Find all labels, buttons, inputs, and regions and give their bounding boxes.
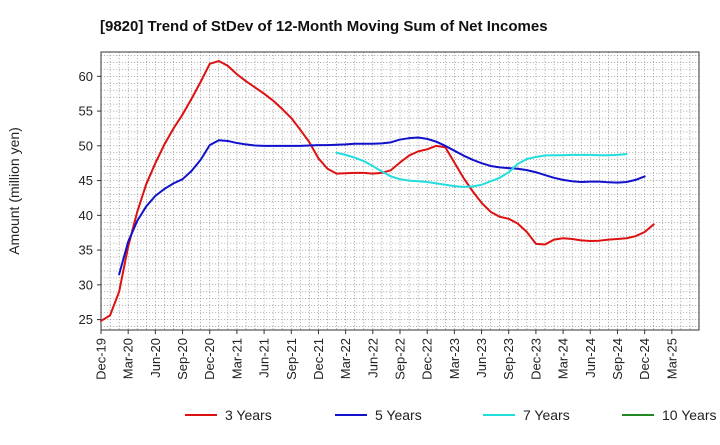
- series-layer: [100, 60, 655, 322]
- legend-label-1: 5 Years: [375, 407, 422, 423]
- axis-layer: 25 30 35 40 45 50 55 60 Dec-19 Mar-20 Jun-20 Sep-20…: [79, 51, 700, 380]
- x-tick-label: Mar-20: [121, 338, 136, 379]
- series-line-0: [100, 60, 655, 322]
- legend-label-3: 10 Years: [662, 407, 717, 423]
- y-tick-label: 45: [79, 173, 93, 188]
- x-tick-label: Dec-24: [637, 338, 652, 380]
- legend-label-2: 7 Years: [523, 407, 570, 423]
- x-tick-label: Mar-25: [664, 338, 679, 379]
- x-tick-label: Jun-23: [474, 338, 489, 378]
- y-tick-label: 25: [79, 312, 93, 327]
- x-tick-label: Mar-24: [556, 338, 571, 379]
- y-tick-label: 50: [79, 138, 93, 153]
- y-tick-label: 30: [79, 277, 93, 292]
- chart-title: [9820] Trend of StDev of 12-Month Moving…: [100, 18, 548, 35]
- x-tick-label: Sep-24: [610, 338, 625, 380]
- x-tick-label: Mar-22: [338, 338, 353, 379]
- y-tick-label: 35: [79, 243, 93, 258]
- series-line-1: [118, 136, 646, 276]
- x-tick-label: Sep-23: [501, 338, 516, 380]
- y-tick-label: 40: [79, 208, 93, 223]
- x-tick-label: Dec-19: [94, 338, 109, 380]
- x-tick-label: Mar-23: [447, 338, 462, 379]
- x-tick-label: Jun-20: [148, 338, 163, 378]
- y-tick-label: 60: [79, 69, 93, 84]
- x-tick-label: Jun-21: [257, 338, 272, 378]
- x-tick-label: Dec-21: [311, 338, 326, 380]
- legend-label-0: 3 Years: [225, 407, 272, 423]
- series-line-2: [335, 151, 628, 188]
- x-tick-label: Dec-23: [528, 338, 543, 380]
- x-tick-label: Sep-21: [284, 338, 299, 380]
- x-tick-label: Mar-21: [229, 338, 244, 379]
- y-tick-label: 55: [79, 104, 93, 119]
- grid-layer: [101, 52, 699, 330]
- x-tick-label: Sep-20: [175, 338, 190, 380]
- x-tick-label: Jun-22: [365, 338, 380, 378]
- legend-layer: 3 Years 5 Years 7 Years 10 Years: [185, 407, 717, 423]
- x-tick-label: Dec-20: [202, 338, 217, 380]
- y-axis-label: Amount (million yen): [6, 127, 22, 255]
- x-tick-label: Dec-22: [420, 338, 435, 380]
- x-tick-label: Sep-22: [393, 338, 408, 380]
- x-tick-label: Jun-24: [583, 338, 598, 378]
